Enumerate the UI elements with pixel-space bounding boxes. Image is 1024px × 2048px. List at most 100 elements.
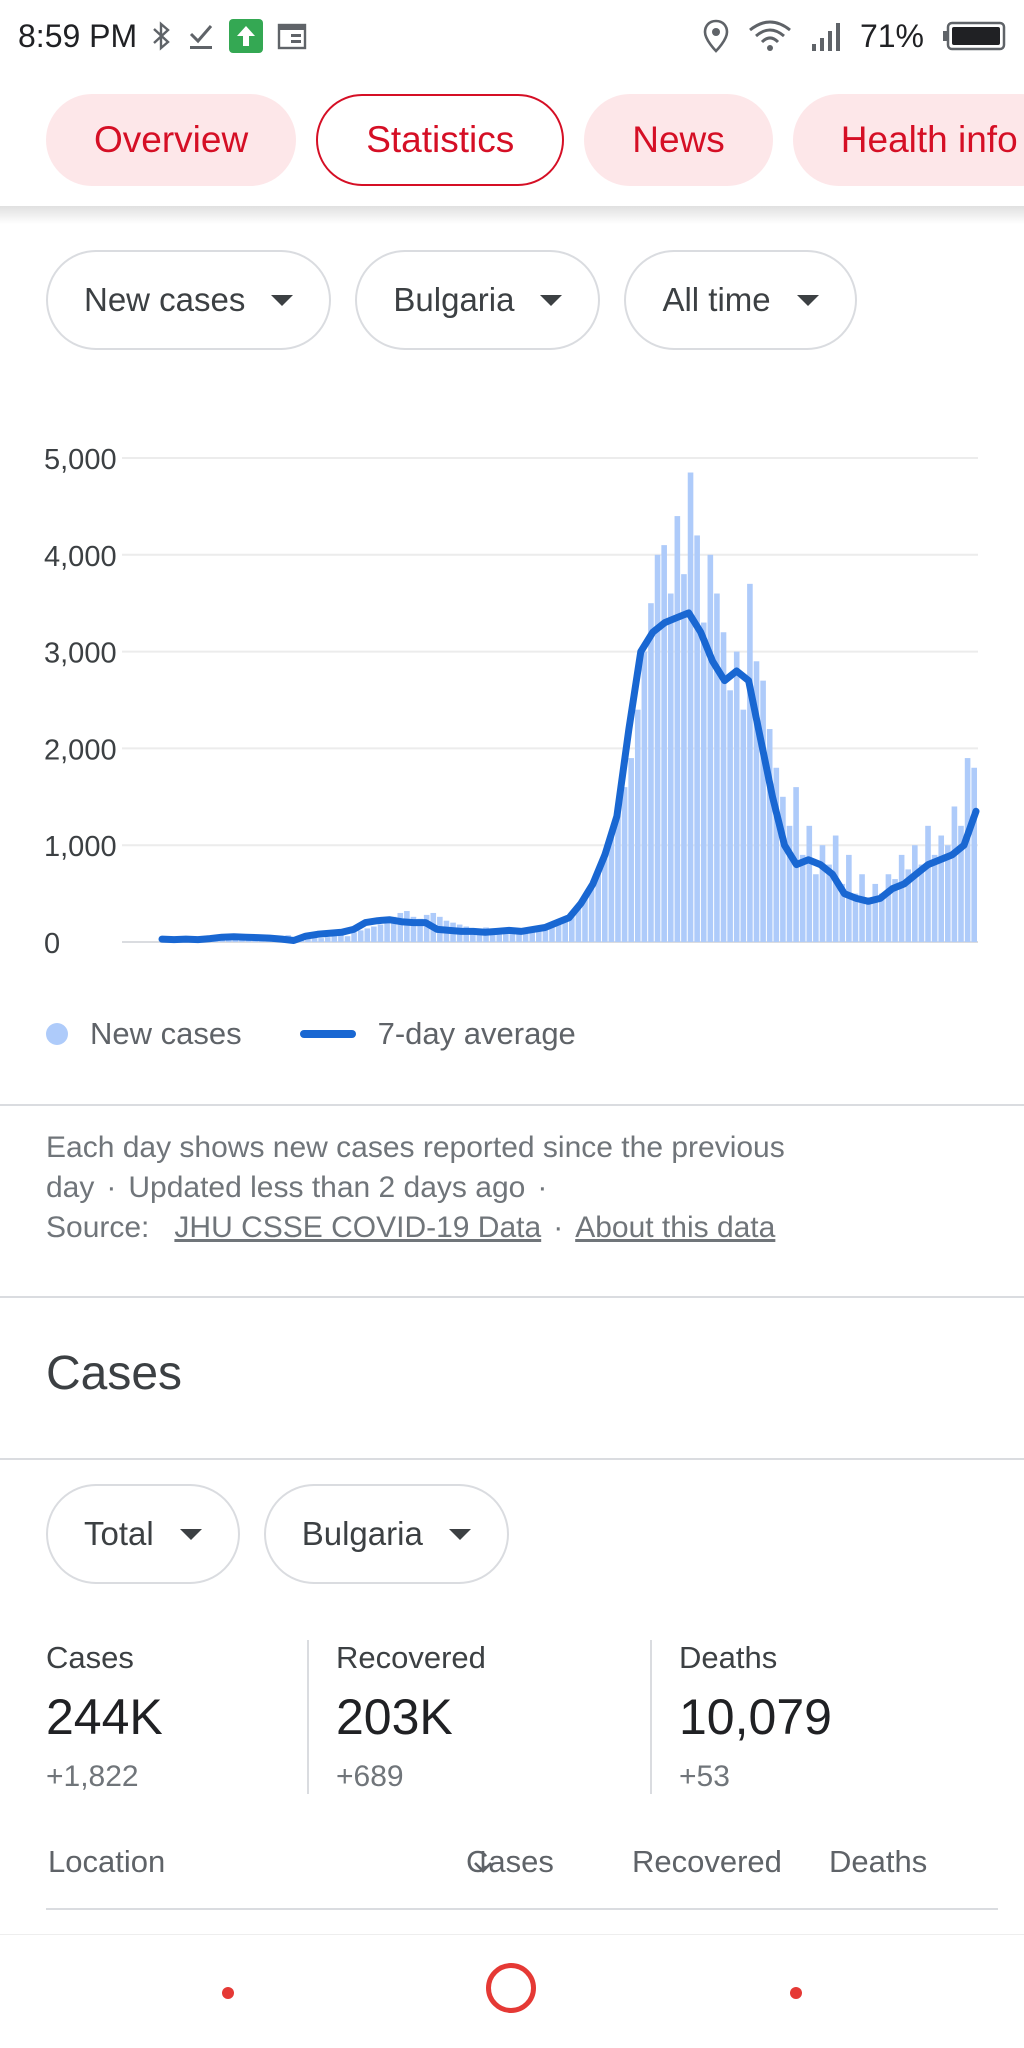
column-header-deaths[interactable]: Deaths xyxy=(829,1844,928,1879)
tab-label: Statistics xyxy=(366,119,515,160)
new-cases-bar xyxy=(344,936,351,942)
new-cases-bar xyxy=(338,934,344,942)
new-cases-bar xyxy=(879,893,885,942)
new-cases-bar xyxy=(687,472,694,942)
y-tick-label: 5,000 xyxy=(44,444,117,476)
new-cases-bar xyxy=(885,874,892,942)
new-cases-bar xyxy=(852,893,859,942)
tab-health-info[interactable]: Health info xyxy=(792,94,1024,186)
caret-down-icon xyxy=(271,294,294,306)
wifi-icon xyxy=(748,20,792,52)
new-cases-bar xyxy=(951,806,958,942)
new-cases-bar xyxy=(786,825,793,942)
new-cases-bar xyxy=(667,593,674,942)
caret-down-icon xyxy=(796,294,819,306)
about-data-link[interactable]: About this data xyxy=(575,1211,776,1244)
y-tick-label: 4,000 xyxy=(44,541,117,573)
new-cases-bar xyxy=(912,845,918,942)
new-cases-chart[interactable]: 5,000 4,000 3,000 2,000 1,000 0 xyxy=(0,420,1024,980)
chart-info: Each day shows new cases reported since … xyxy=(46,1128,946,1248)
new-cases-bar xyxy=(516,931,522,942)
column-header-location[interactable]: Location xyxy=(48,1844,166,1879)
new-cases-bar xyxy=(747,583,753,942)
nav-back-button[interactable] xyxy=(222,1987,234,1999)
stat-deaths: Deaths 10,079 +53 xyxy=(679,1640,852,1794)
new-cases-bar xyxy=(865,903,872,942)
stat-cases: Cases 244K +1,822 xyxy=(46,1640,183,1794)
legend-bars-label: New cases xyxy=(90,1016,242,1051)
nav-recents-button[interactable] xyxy=(790,1987,802,1999)
new-cases-bar xyxy=(582,895,588,942)
time-range-dropdown-label: All time xyxy=(662,281,771,318)
tab-overview[interactable]: Overview xyxy=(46,94,297,186)
chart-legend: New cases 7-day average xyxy=(46,1016,576,1052)
new-cases-bar xyxy=(694,535,700,942)
stat-delta: +53 xyxy=(679,1760,730,1793)
new-cases-bar xyxy=(377,924,384,942)
legend-bars-swatch xyxy=(46,1023,68,1045)
legend-line-label: 7-day average xyxy=(377,1016,576,1051)
new-cases-bar xyxy=(371,926,377,942)
info-description: Each day shows new cases reported since … xyxy=(46,1131,785,1204)
new-cases-bar xyxy=(615,806,621,942)
system-nav-bar xyxy=(0,1934,1024,2048)
new-cases-bar xyxy=(648,603,654,942)
cases-country-dropdown-label: Bulgaria xyxy=(301,1515,423,1552)
new-cases-bar xyxy=(357,930,364,942)
new-cases-bar xyxy=(898,854,905,942)
new-cases-bar xyxy=(819,845,826,942)
new-cases-bar xyxy=(489,930,496,942)
location-icon xyxy=(702,19,730,53)
new-cases-bar xyxy=(549,924,555,942)
new-cases-bar xyxy=(562,916,568,942)
new-cases-bar xyxy=(654,554,661,942)
new-cases-bar xyxy=(945,845,951,942)
new-cases-bar xyxy=(390,916,397,942)
new-cases-bar xyxy=(621,787,628,942)
stat-label: Cases xyxy=(46,1640,134,1675)
new-cases-bar xyxy=(832,835,839,942)
seven-day-average-line xyxy=(158,609,980,944)
new-cases-bar xyxy=(780,796,786,942)
new-cases-bar xyxy=(542,927,549,942)
new-cases-bar xyxy=(925,825,931,942)
nav-home-button[interactable] xyxy=(486,1963,536,2013)
column-header-recovered[interactable]: Recovered xyxy=(632,1844,782,1879)
stat-separator xyxy=(307,1640,309,1794)
new-cases-bar xyxy=(318,938,324,942)
new-cases-bar xyxy=(859,874,865,942)
metric-dropdown-label: New cases xyxy=(84,281,246,318)
new-cases-bar xyxy=(733,651,740,942)
new-cases-bar xyxy=(971,767,977,942)
caret-down-icon xyxy=(179,1528,202,1540)
separator: · xyxy=(537,1171,548,1204)
time-range-dropdown[interactable]: All time xyxy=(624,250,857,350)
cases-country-dropdown[interactable]: Bulgaria xyxy=(263,1484,509,1584)
new-cases-bar xyxy=(938,835,945,942)
status-time: 8:59 PM xyxy=(18,17,138,54)
new-cases-bar xyxy=(773,767,780,942)
upload-app-icon xyxy=(229,19,264,53)
metric-dropdown[interactable]: New cases xyxy=(46,250,332,350)
new-cases-bar xyxy=(496,928,503,942)
total-dropdown[interactable]: Total xyxy=(46,1484,240,1584)
new-cases-bar xyxy=(397,912,404,942)
stat-recovered: Recovered 203K +689 xyxy=(336,1640,506,1794)
stat-delta: +689 xyxy=(336,1760,404,1793)
new-cases-bar xyxy=(918,864,925,942)
source-link[interactable]: JHU CSSE COVID-19 Data xyxy=(174,1211,542,1244)
new-cases-bar xyxy=(595,872,601,942)
new-cases-bar xyxy=(305,937,311,942)
tab-label: Overview xyxy=(94,119,249,160)
new-cases-bar xyxy=(608,835,615,942)
total-dropdown-label: Total xyxy=(84,1515,154,1552)
column-header-cases[interactable]: Cases xyxy=(466,1844,554,1880)
new-cases-bar xyxy=(404,911,410,942)
separator: · xyxy=(106,1171,117,1204)
tab-news[interactable]: News xyxy=(584,94,773,186)
country-dropdown[interactable]: Bulgaria xyxy=(355,250,601,350)
new-cases-bar xyxy=(720,632,727,942)
new-cases-bar xyxy=(331,935,338,942)
tab-statistics[interactable]: Statistics xyxy=(316,94,565,186)
bluetooth-icon xyxy=(151,20,173,52)
